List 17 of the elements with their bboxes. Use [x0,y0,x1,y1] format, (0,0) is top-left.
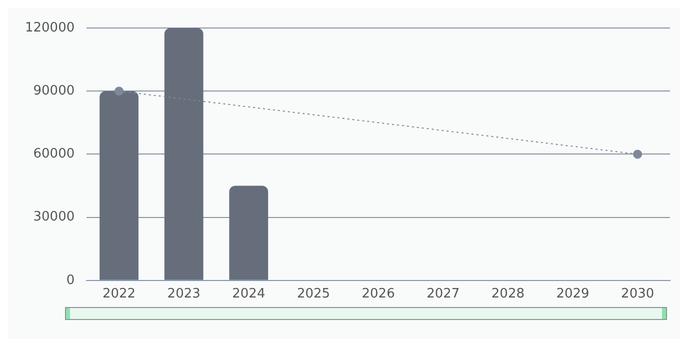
y-tick-label: 0 [66,272,75,288]
x-tick-label: 2022 [102,286,136,302]
y-tick-label: 60000 [33,146,75,162]
x-tick-label: 2028 [491,286,524,302]
y-tick-label: 30000 [33,210,75,225]
x-tick-label: 2024 [232,286,266,302]
bar [164,28,204,280]
x-tick-label: 2023 [167,286,200,302]
x-tick-label: 2025 [296,286,330,302]
y-tick-label: 120000 [24,20,75,36]
bar [229,186,268,280]
x-tick-label: 2030 [621,286,654,302]
bar [100,91,138,280]
x-tick-label: 2029 [556,286,590,302]
y-tick-label: 90000 [33,83,75,98]
x-tick-label: 2026 [362,286,395,302]
x-tick-label: 2027 [426,286,460,302]
